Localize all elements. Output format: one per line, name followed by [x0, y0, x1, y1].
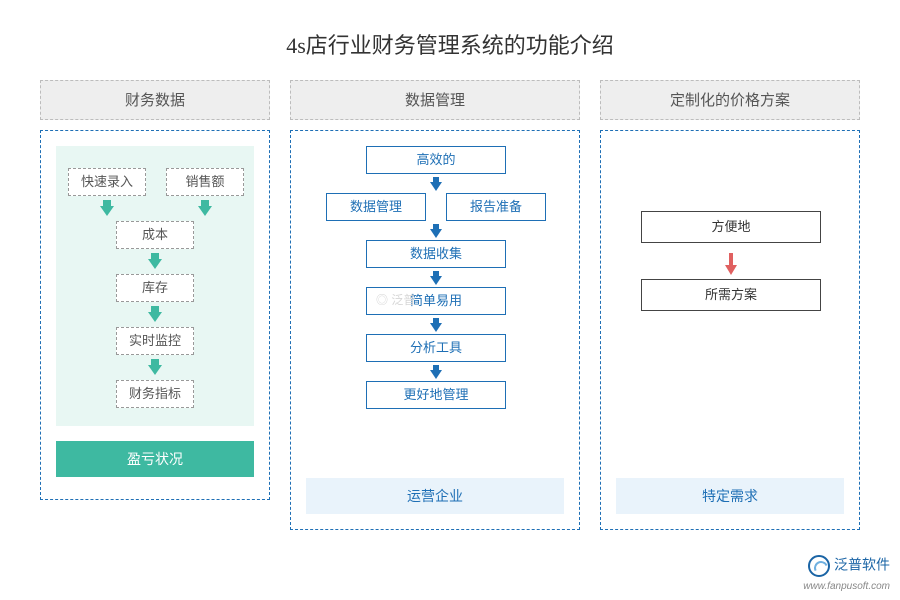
node-analysis: 分析工具: [366, 334, 506, 362]
finance-inner: 快速录入 销售额 成本 库存 实时监控 财务指标: [56, 146, 254, 426]
arrow-icon: [430, 276, 442, 285]
arrow-icon: [430, 323, 442, 332]
brand-logo-icon: [808, 555, 830, 577]
arrow-icon: [148, 312, 162, 322]
arrow-icon: [148, 259, 162, 269]
brand-name: 泛普软件: [834, 556, 890, 572]
node-indicator: 财务指标: [116, 380, 194, 408]
panel-finance: 快速录入 销售额 成本 库存 实时监控 财务指标 盈亏状况: [40, 130, 270, 500]
headers-row: 财务数据 数据管理 定制化的价格方案: [0, 80, 900, 120]
node-simple: 简单易用: [366, 287, 506, 315]
panel-pricing: 方便地 所需方案 特定需求: [600, 130, 860, 530]
node-cost: 成本: [116, 221, 194, 249]
arrow-icon: [430, 229, 442, 238]
node-convenient: 方便地: [641, 211, 821, 243]
brand-url: www.fanpusoft.com: [803, 581, 890, 592]
node-monitor: 实时监控: [116, 327, 194, 355]
header-pricing: 定制化的价格方案: [600, 80, 860, 120]
arrow-icon: [100, 206, 114, 216]
node-required: 所需方案: [641, 279, 821, 311]
node-data-collect: 数据收集: [366, 240, 506, 268]
node-quick-entry: 快速录入: [68, 168, 146, 196]
footer-finance: 盈亏状况: [56, 441, 254, 477]
node-inventory: 库存: [116, 274, 194, 302]
node-sales: 销售额: [166, 168, 244, 196]
node-better-mgmt: 更好地管理: [366, 381, 506, 409]
footer-data-mgmt: 运营企业: [306, 478, 564, 514]
page-title: 4s店行业财务管理系统的功能介绍: [0, 0, 900, 80]
footer-pricing: 特定需求: [616, 478, 844, 514]
arrow-icon: [725, 265, 737, 275]
arrow-icon: [198, 206, 212, 216]
panels-row: 快速录入 销售额 成本 库存 实时监控 财务指标 盈亏状况 高效的 数据管理 报…: [0, 120, 900, 530]
brand-badge: 泛普软件 www.fanpusoft.com: [803, 555, 890, 592]
node-report-prep: 报告准备: [446, 193, 546, 221]
node-data-mgmt: 数据管理: [326, 193, 426, 221]
panel-data-mgmt: 高效的 数据管理 报告准备 数据收集 简单易用 分析工具 更好地管理 运营企业 …: [290, 130, 580, 530]
arrow-icon: [148, 365, 162, 375]
header-finance: 财务数据: [40, 80, 270, 120]
arrow-icon: [430, 182, 442, 191]
header-data-mgmt: 数据管理: [290, 80, 580, 120]
node-efficient: 高效的: [366, 146, 506, 174]
arrow-icon: [430, 370, 442, 379]
